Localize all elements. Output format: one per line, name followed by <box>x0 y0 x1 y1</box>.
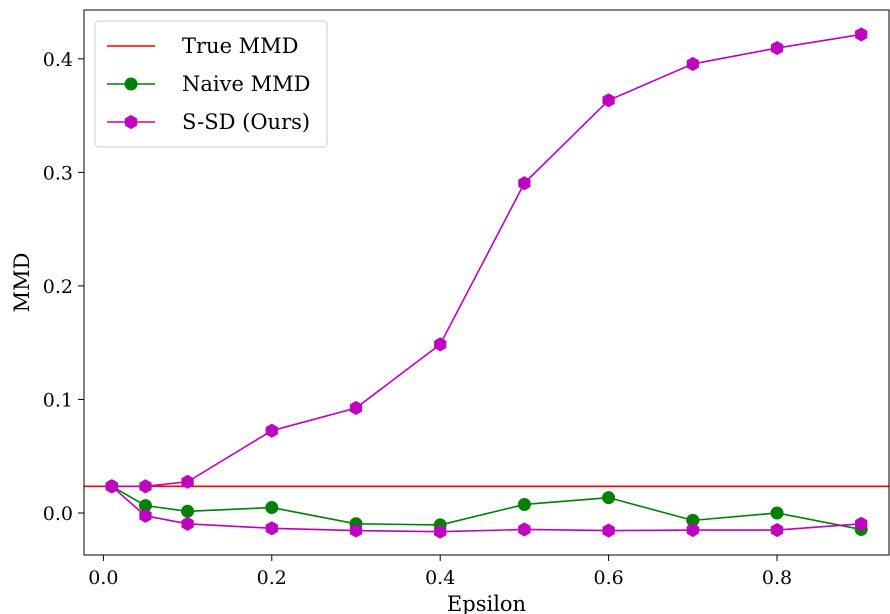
data-point <box>181 516 194 531</box>
data-point <box>139 479 152 494</box>
data-point <box>855 27 868 42</box>
y-tick-label: 0.2 <box>43 276 73 298</box>
data-point <box>518 176 531 191</box>
y-axis-label: MMD <box>10 253 34 313</box>
series-3 <box>105 479 868 539</box>
y-tick-label: 0.3 <box>43 162 73 184</box>
legend-box <box>94 20 328 148</box>
data-point <box>855 516 868 531</box>
data-point <box>105 479 118 494</box>
x-tick-label: 0.0 <box>88 567 118 589</box>
legend-label: True MMD <box>182 34 299 58</box>
legend: True MMD Naive MMD S-SD (Ours) <box>94 20 328 148</box>
data-point <box>434 337 447 352</box>
data-point <box>181 474 194 489</box>
y-tick-label: 0.4 <box>43 49 73 71</box>
plot-area <box>84 27 889 539</box>
data-point <box>602 491 616 505</box>
x-tick-label: 0.8 <box>762 567 792 589</box>
data-point <box>770 40 784 56</box>
x-axis-label: Epsilon <box>447 592 526 614</box>
data-point <box>518 522 531 537</box>
x-tick-label: 0.2 <box>257 567 287 589</box>
data-point <box>686 56 699 72</box>
data-point <box>770 522 784 538</box>
legend-label: Naive MMD <box>182 72 310 96</box>
series-line <box>111 485 862 531</box>
data-point <box>139 508 152 523</box>
data-point <box>434 524 447 539</box>
legend-marker <box>124 77 138 91</box>
y-tick-label: 0.0 <box>43 503 73 525</box>
data-point <box>602 523 615 538</box>
data-point <box>265 501 279 515</box>
data-point <box>265 521 278 536</box>
data-point <box>517 497 531 511</box>
x-tick-label: 0.6 <box>593 567 623 589</box>
data-point <box>181 504 195 518</box>
data-point <box>349 523 363 538</box>
series-1 <box>105 479 868 536</box>
legend-label: S-SD (Ours) <box>182 110 310 134</box>
legend-marker <box>124 114 138 130</box>
x-tick-label: 0.4 <box>425 567 455 589</box>
data-point <box>770 506 784 520</box>
data-point <box>686 522 699 538</box>
axes-frame <box>83 9 890 556</box>
data-point <box>602 93 615 108</box>
axis-ticks: 0.0 0.2 0.4 0.6 0.8 0.0 0.1 0.2 0.3 0.4 <box>43 49 792 589</box>
data-point <box>349 400 363 416</box>
data-point <box>265 423 278 438</box>
y-tick-label: 0.1 <box>43 389 73 411</box>
